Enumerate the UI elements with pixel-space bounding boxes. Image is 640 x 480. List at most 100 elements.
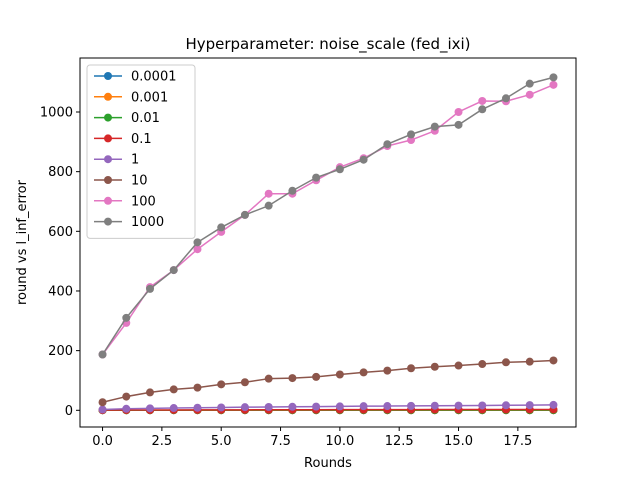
- y-tick-label: 600: [48, 225, 73, 240]
- data-point: [549, 400, 558, 409]
- x-tick-label: 17.5: [503, 434, 532, 449]
- data-point: [478, 105, 487, 114]
- data-point: [478, 360, 487, 369]
- legend-label: 0.001: [131, 90, 168, 105]
- x-tick-label: 12.5: [385, 434, 414, 449]
- legend-marker: [104, 196, 112, 205]
- data-point: [288, 186, 297, 195]
- data-point: [383, 366, 392, 375]
- plot-frame: [79, 57, 577, 428]
- data-point: [383, 402, 392, 411]
- data-point: [407, 136, 416, 145]
- data-point: [264, 374, 273, 383]
- data-point: [454, 401, 463, 410]
- data-point: [98, 405, 107, 414]
- data-point: [193, 245, 202, 254]
- legend-marker: [104, 155, 112, 164]
- y-tick-label: 200: [48, 344, 73, 359]
- x-tick-label: 7.5: [270, 434, 291, 449]
- data-point: [169, 385, 178, 394]
- x-tick-label: 0.0: [92, 434, 113, 449]
- data-point: [478, 96, 487, 105]
- legend-box: [86, 64, 196, 239]
- legend-label: 10: [131, 174, 148, 189]
- data-point: [407, 401, 416, 410]
- data-point: [359, 368, 368, 377]
- data-point: [407, 130, 416, 139]
- series-line: [101, 76, 554, 355]
- y-tick-label: 0: [65, 404, 73, 419]
- legend-label: 0.0001: [131, 70, 177, 85]
- data-point: [549, 73, 558, 82]
- legend-marker: [104, 217, 112, 226]
- data-point: [525, 401, 534, 410]
- x-axis-ticks: 0.0 2.5 5.0 7.5 10.0 12.5 15.0 17.5: [92, 427, 532, 449]
- data-point: [312, 372, 321, 381]
- data-point: [98, 350, 107, 359]
- data-point: [454, 120, 463, 129]
- series-10: [98, 356, 558, 407]
- data-point: [288, 402, 297, 411]
- data-point: [240, 403, 249, 412]
- data-point: [193, 238, 202, 247]
- legend-label: 1000: [131, 215, 164, 230]
- data-point: [122, 313, 131, 322]
- data-point: [122, 404, 131, 413]
- data-point: [217, 403, 226, 412]
- y-tick-label: 1000: [40, 105, 73, 120]
- data-point: [288, 374, 297, 383]
- data-point: [359, 402, 368, 411]
- y-axis-label: round vs l_inf_error: [15, 179, 30, 305]
- data-point: [240, 210, 249, 219]
- x-tick-label: 15.0: [444, 434, 473, 449]
- data-point: [525, 90, 534, 99]
- data-point: [549, 356, 558, 365]
- legend-marker: [104, 176, 112, 184]
- data-point: [146, 284, 155, 293]
- data-point: [430, 122, 439, 131]
- data-point: [549, 80, 558, 89]
- plot-area: [98, 73, 558, 415]
- data-point: [430, 401, 439, 410]
- data-point: [217, 223, 226, 232]
- legend-marker: [104, 92, 112, 101]
- x-tick-label: 5.0: [211, 434, 232, 449]
- legend: 0.0001 0.001 0.01 0.1 1 10 100 1000: [86, 64, 196, 239]
- legend-label: 100: [131, 194, 156, 209]
- data-point: [501, 358, 510, 367]
- data-point: [454, 361, 463, 370]
- data-point: [525, 357, 534, 366]
- data-point: [383, 140, 392, 149]
- series-1: [98, 400, 558, 414]
- x-tick-label: 10.0: [325, 434, 354, 449]
- data-point: [193, 403, 202, 412]
- series-1000: [98, 73, 558, 359]
- legend-label: 1: [131, 153, 139, 168]
- data-point: [146, 388, 155, 397]
- data-point: [335, 402, 344, 411]
- x-axis-label: Rounds: [304, 456, 352, 471]
- data-point: [335, 370, 344, 379]
- data-point: [501, 94, 510, 103]
- data-point: [169, 266, 178, 275]
- legend-marker: [104, 113, 112, 122]
- data-point: [407, 364, 416, 373]
- data-point: [501, 401, 510, 410]
- data-point: [240, 378, 249, 387]
- data-point: [312, 402, 321, 411]
- x-tick-label: 2.5: [152, 434, 173, 449]
- legend-marker: [104, 134, 112, 143]
- data-point: [335, 165, 344, 174]
- y-tick-label: 400: [48, 284, 73, 299]
- legend-label: 0.1: [131, 132, 152, 147]
- legend-label: 0.01: [131, 111, 160, 126]
- data-point: [217, 380, 226, 389]
- data-point: [169, 404, 178, 413]
- data-point: [359, 155, 368, 164]
- data-point: [264, 201, 273, 210]
- y-tick-label: 800: [48, 165, 73, 180]
- y-axis-ticks: 0 200 400 600 800 1000: [40, 105, 80, 419]
- data-point: [525, 79, 534, 88]
- data-point: [264, 189, 273, 198]
